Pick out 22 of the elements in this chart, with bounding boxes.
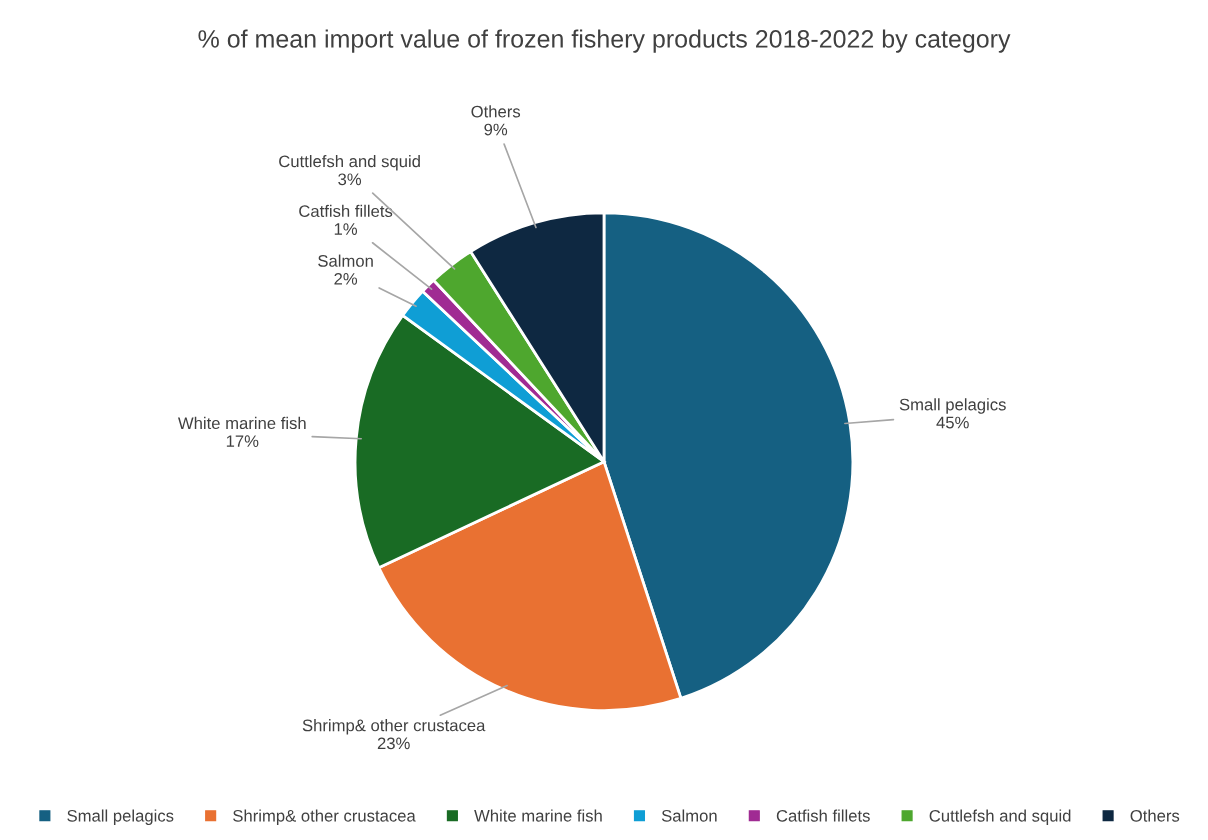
- data-label: 9%: [484, 123, 508, 136]
- data-label: 23%: [377, 737, 410, 750]
- legend-label: Catfish fillets: [776, 809, 870, 822]
- chart-title: % of mean import value of frozen fishery products 2018-2022 by category: [198, 29, 1011, 53]
- slice-label: Cuttlefsh and squid: [279, 155, 420, 171]
- legend-label: Shrimp& other crustacea: [233, 809, 416, 825]
- legend-label: Cuttlefsh and squid: [929, 809, 1071, 825]
- slice-label: Catfish fillets: [299, 204, 393, 218]
- legend-label: White marine fish: [474, 809, 602, 822]
- data-label: 3%: [338, 173, 362, 186]
- slice-label: Others: [471, 105, 521, 118]
- legend-label: Salmon: [661, 809, 717, 822]
- data-label: 1%: [334, 223, 358, 235]
- data-label: 45%: [936, 416, 969, 429]
- slice-label: Small pelagics: [899, 398, 1006, 414]
- legend-label: Small pelagics: [67, 809, 174, 825]
- data-label: 2%: [334, 272, 358, 285]
- slice-label: Salmon: [318, 254, 373, 267]
- slice-label: White marine fish: [177, 416, 306, 430]
- legend-label: Others: [1130, 809, 1180, 822]
- slice-label: Shrimp& other crustacea: [302, 719, 486, 735]
- data-label: 17%: [226, 435, 259, 447]
